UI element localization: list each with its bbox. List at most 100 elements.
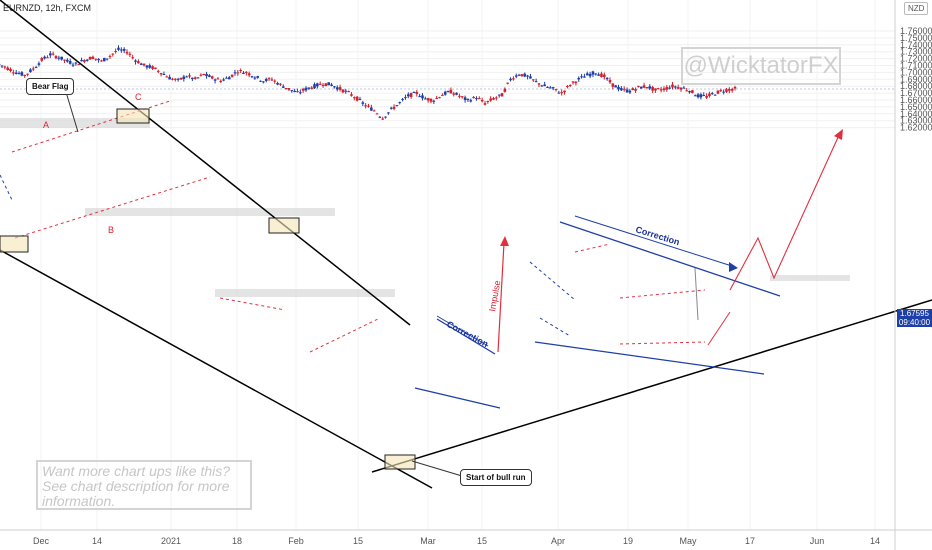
candle-body <box>151 66 154 69</box>
candle-body <box>480 99 484 102</box>
candle-body <box>154 67 157 69</box>
candle-body <box>682 87 686 89</box>
candle-body <box>611 83 615 87</box>
candle-body <box>264 78 268 81</box>
candle-body <box>438 97 441 99</box>
candle-body <box>563 90 566 93</box>
correction-1-arrow <box>436 315 489 347</box>
candle-body <box>213 79 217 81</box>
candle-body <box>375 113 379 115</box>
candle-body <box>245 71 248 73</box>
price-tick-label: 1.74000 <box>900 40 932 50</box>
bar-countdown: 09:40:00 <box>898 318 931 327</box>
candle-body <box>730 89 734 91</box>
currency-badge[interactable]: NZD <box>904 2 929 15</box>
candle-body <box>327 82 331 86</box>
candle-body <box>12 72 15 74</box>
time-tick-label: Mar <box>420 536 436 546</box>
candle-body <box>26 73 29 75</box>
candle-body <box>688 91 691 93</box>
time-tick-label: May <box>679 536 697 546</box>
ascending-trendline <box>371 299 932 473</box>
candle-body <box>713 94 717 96</box>
candle-body <box>29 69 32 73</box>
candle-body <box>156 70 160 72</box>
promo-box: Want more chart ups like this? See chart… <box>36 460 252 510</box>
candle-body <box>279 83 282 85</box>
candle-body <box>34 67 38 69</box>
candle-body <box>446 91 450 93</box>
candle-body <box>381 118 385 120</box>
candle-body <box>6 67 9 71</box>
candle-body <box>372 110 376 112</box>
candle-body <box>500 93 504 97</box>
candle-body <box>111 53 115 55</box>
time-tick-label: Jun <box>810 536 825 546</box>
candle-body <box>514 75 518 77</box>
candle-body <box>148 65 152 68</box>
candle-body <box>210 76 214 79</box>
candle-body <box>120 49 123 51</box>
candle-body <box>236 72 240 74</box>
candle-body <box>176 78 180 80</box>
projection-start <box>707 311 731 346</box>
candle-body <box>588 73 592 77</box>
candle-body <box>9 68 12 72</box>
candle-body <box>122 48 126 51</box>
price-tick-label: 1.62000 <box>900 123 932 133</box>
candle-body <box>691 90 694 94</box>
candle-body <box>509 78 512 81</box>
candle-body <box>463 97 467 101</box>
candle-body <box>131 57 134 59</box>
candle-body <box>83 60 86 62</box>
supply-demand-zone <box>215 289 395 297</box>
projection-arrow-head <box>834 129 843 140</box>
candle-body <box>540 85 544 87</box>
last-price-tag: 1.67595 09:40:00 <box>897 309 932 327</box>
candle-body <box>605 77 609 80</box>
candle-body <box>100 60 103 62</box>
candle-body <box>54 56 58 59</box>
candle-body <box>239 70 242 72</box>
candle-body <box>722 91 725 93</box>
candle-body <box>139 63 143 65</box>
candle-body <box>591 71 595 75</box>
candle-body <box>17 73 21 75</box>
candle-body <box>628 90 632 93</box>
candle-body <box>441 94 444 96</box>
candle-body <box>656 88 660 90</box>
candle-body <box>208 75 211 77</box>
candle-body <box>705 95 708 98</box>
candle-body <box>674 86 677 88</box>
price-tick-label: 1.71000 <box>900 61 932 71</box>
candle-body <box>159 73 163 75</box>
candle-body <box>205 73 208 77</box>
candle-body <box>543 84 546 87</box>
candle-body <box>105 58 109 60</box>
candle-body <box>571 81 575 83</box>
label-c: C <box>135 92 142 102</box>
candle-body <box>395 105 399 107</box>
candle-body <box>728 89 731 91</box>
candle-body <box>296 91 299 93</box>
highlight-box <box>268 217 300 234</box>
candle-body <box>529 76 532 79</box>
last-price: 1.67595 <box>900 309 929 318</box>
correction-arrow-head <box>729 262 738 272</box>
candle-body <box>517 74 521 76</box>
candle-body <box>452 93 456 95</box>
candle-body <box>46 57 49 59</box>
candle-body <box>134 60 137 62</box>
candle-body <box>341 89 345 93</box>
flag-dash-2 <box>309 317 381 353</box>
candle-body <box>174 78 177 80</box>
candle-body <box>719 90 723 92</box>
bull-run-callout: Start of bull run <box>460 469 532 486</box>
candle-body <box>188 75 191 77</box>
candle-body <box>622 88 626 90</box>
candle-body <box>227 77 231 80</box>
candle-body <box>125 51 129 54</box>
